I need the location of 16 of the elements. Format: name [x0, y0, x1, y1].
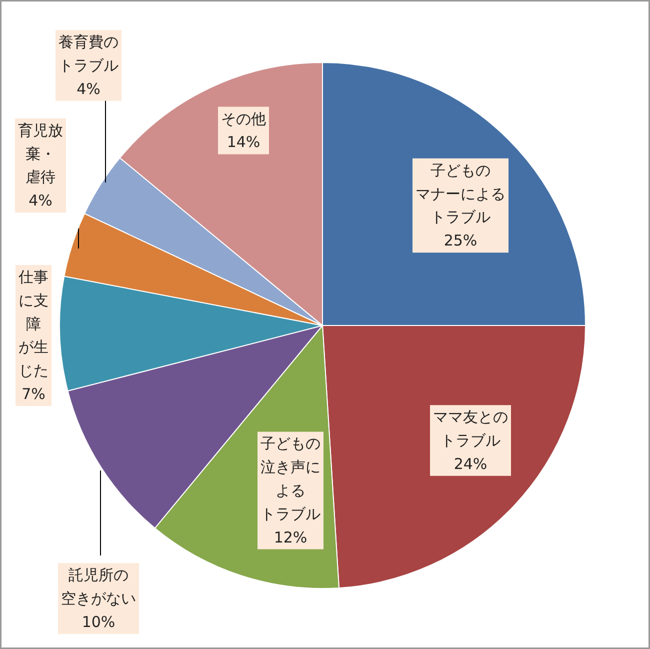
data-label: 7% [22, 385, 46, 403]
slice-label: 育児放棄・虐待 [18, 121, 63, 186]
data-label: 12% [274, 528, 308, 546]
data-label: 14% [226, 133, 260, 152]
slice-label: その他 [221, 110, 266, 128]
slice-label: 子どものマナーによるトラブル [416, 161, 506, 226]
data-label: 4% [76, 80, 100, 98]
data-label: 10% [82, 612, 116, 631]
slice-label: ママ友とのトラブル [433, 408, 508, 450]
data-label: 4% [28, 192, 52, 210]
slice-label: 養育費のトラブル [58, 33, 118, 74]
slice-label: 仕事に支障が生じた [18, 268, 48, 380]
data-label: 24% [454, 454, 488, 473]
slice-label: 託児所の空きがない [61, 566, 136, 608]
data-label: 25% [444, 232, 478, 250]
slice-label: 子どもの泣き声によるトラブル [260, 434, 320, 523]
